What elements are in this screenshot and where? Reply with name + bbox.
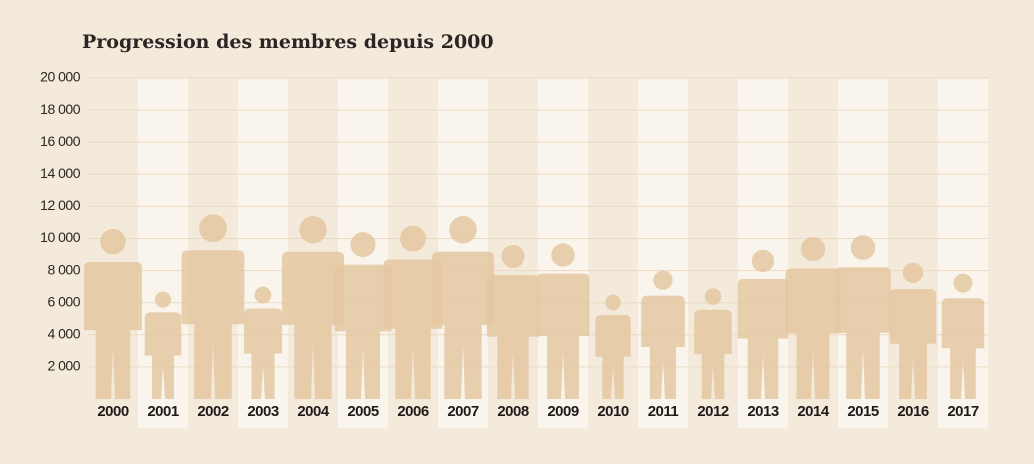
person-silhouette [536, 243, 590, 399]
x-tick-label: 2016 [897, 403, 929, 420]
column-stripe [938, 78, 988, 428]
column-stripe [138, 78, 188, 428]
y-tick-label: 8 000 [47, 261, 80, 277]
x-tick-label: 2000 [97, 403, 129, 420]
person-silhouette [941, 273, 985, 399]
x-tick-label: 2001 [147, 403, 179, 420]
person-silhouette [383, 225, 443, 399]
y-tick-label: 14 000 [40, 165, 81, 181]
person-silhouette [243, 286, 283, 399]
marks [84, 214, 985, 399]
person-silhouette [431, 216, 495, 399]
x-tick-label: 2008 [497, 403, 529, 420]
person-silhouette [641, 270, 685, 399]
column-stripe [638, 78, 688, 428]
labels: 2 000 4 000 6 000 8 000 10 000 12 000 14 000 16… [40, 69, 979, 420]
y-tick-label: 2 000 [47, 358, 80, 374]
x-tick-label: 2015 [847, 403, 879, 420]
person-silhouette [737, 249, 789, 399]
x-tick-label: 2002 [197, 403, 229, 420]
x-tick-label: 2006 [397, 403, 429, 420]
x-tick-label: 2014 [797, 403, 830, 420]
x-tick-label: 2011 [648, 403, 679, 420]
y-tick-label: 4 000 [47, 326, 80, 342]
x-tick-label: 2004 [297, 403, 330, 420]
y-tick-label: 12 000 [40, 197, 81, 213]
x-tick-label: 2017 [947, 403, 979, 420]
x-tick-label: 2013 [747, 403, 779, 420]
y-tick-label: 16 000 [40, 133, 81, 149]
person-silhouette [595, 294, 631, 399]
person-silhouette [281, 216, 345, 399]
person-silhouette [694, 288, 732, 399]
person-silhouette [785, 236, 841, 399]
y-tick-label: 20 000 [40, 69, 81, 85]
x-tick-label: 2012 [697, 403, 729, 420]
person-silhouette [181, 214, 245, 399]
chart-title: Progression des membres depuis 2000 [82, 31, 494, 53]
x-tick-label: 2007 [447, 403, 479, 420]
person-silhouette [84, 228, 142, 399]
x-tick-label: 2005 [347, 403, 379, 420]
person-silhouette [486, 244, 540, 399]
person-silhouette [144, 291, 182, 399]
y-tick-label: 6 000 [47, 293, 80, 309]
x-tick-label: 2010 [597, 403, 629, 420]
column-stripe [238, 78, 288, 428]
person-silhouette [889, 262, 937, 399]
y-tick-label: 10 000 [40, 229, 81, 245]
person-silhouette [835, 235, 891, 399]
x-tick-label: 2009 [547, 403, 579, 420]
x-tick-label: 2003 [247, 403, 279, 420]
y-tick-label: 18 000 [40, 101, 81, 117]
person-silhouette [334, 232, 392, 399]
